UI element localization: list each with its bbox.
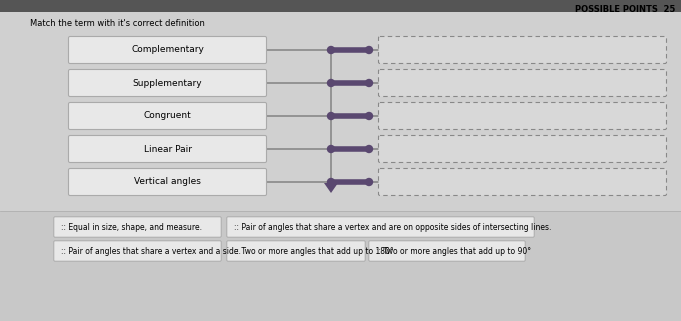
FancyBboxPatch shape [379,169,667,195]
FancyBboxPatch shape [227,217,534,237]
FancyBboxPatch shape [369,241,525,261]
Text: :: Two or more angles that add up to 180°: :: Two or more angles that add up to 180… [234,247,394,256]
Text: :: Equal in size, shape, and measure.: :: Equal in size, shape, and measure. [61,222,202,231]
FancyBboxPatch shape [54,217,221,237]
Text: Linear Pair: Linear Pair [144,144,191,153]
Text: POSSIBLE POINTS  25: POSSIBLE POINTS 25 [575,4,675,13]
Circle shape [328,178,334,186]
Circle shape [366,178,373,186]
Circle shape [328,112,334,119]
Circle shape [328,47,334,54]
FancyBboxPatch shape [379,37,667,64]
FancyBboxPatch shape [69,135,266,162]
FancyBboxPatch shape [54,241,221,261]
FancyBboxPatch shape [227,241,365,261]
Text: :: Pair of angles that share a vertex and a side.: :: Pair of angles that share a vertex an… [61,247,241,256]
FancyBboxPatch shape [379,102,667,129]
Polygon shape [324,183,338,193]
FancyBboxPatch shape [379,70,667,97]
Text: Complementary: Complementary [131,46,204,55]
Text: Vertical angles: Vertical angles [134,178,201,187]
FancyBboxPatch shape [0,12,681,321]
Circle shape [366,112,373,119]
Text: Congruent: Congruent [144,111,191,120]
Circle shape [328,145,334,152]
FancyBboxPatch shape [69,70,266,97]
Circle shape [328,80,334,86]
Text: Supplementary: Supplementary [133,79,202,88]
FancyBboxPatch shape [0,0,681,12]
FancyBboxPatch shape [69,102,266,129]
FancyBboxPatch shape [0,211,681,321]
FancyBboxPatch shape [379,135,667,162]
FancyBboxPatch shape [69,169,266,195]
Circle shape [366,80,373,86]
Text: :: Two or more angles that add up to 90°: :: Two or more angles that add up to 90° [376,247,531,256]
Circle shape [366,145,373,152]
Text: Match the term with it's correct definition: Match the term with it's correct definit… [30,20,205,29]
FancyBboxPatch shape [69,37,266,64]
Circle shape [366,47,373,54]
Text: :: Pair of angles that share a vertex and are on opposite sides of intersecting : :: Pair of angles that share a vertex an… [234,222,552,231]
